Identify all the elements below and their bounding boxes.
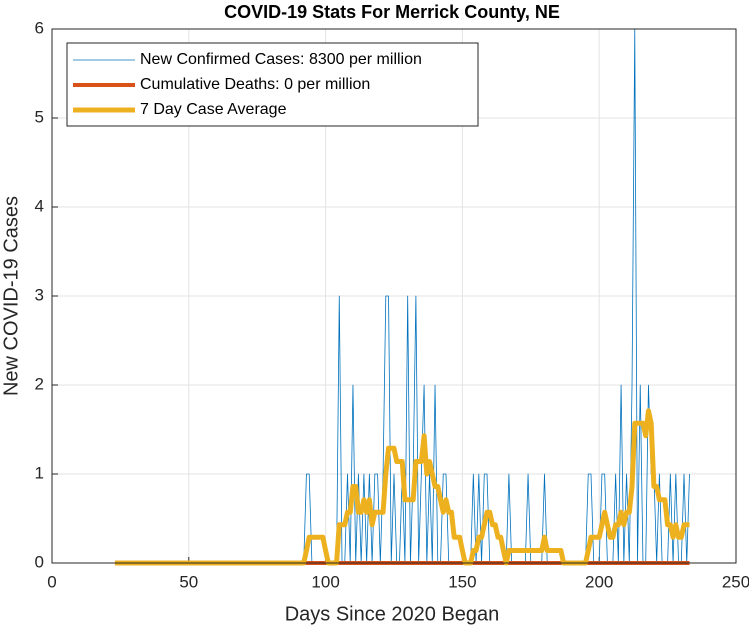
y-axis-label: New COVID-19 Cases — [0, 196, 22, 396]
x-tick-label: 150 — [448, 572, 476, 591]
x-axis-label: Days Since 2020 Began — [285, 603, 500, 625]
legend-label: Cumulative Deaths: 0 per million — [140, 76, 370, 93]
x-tick-label: 250 — [722, 572, 749, 591]
y-tick-label: 6 — [35, 18, 44, 37]
x-tick-label: 50 — [179, 572, 198, 591]
legend-box — [66, 42, 479, 127]
y-tick-label: 4 — [35, 196, 44, 215]
y-tick-label: 3 — [35, 285, 44, 304]
y-tick-label: 1 — [35, 463, 44, 482]
y-tick-label: 5 — [35, 107, 44, 126]
y-tick-label: 0 — [35, 552, 44, 571]
x-tick-label: 100 — [311, 572, 339, 591]
x-tick-label: 0 — [47, 572, 56, 591]
x-tick-label: 200 — [585, 572, 613, 591]
legend-label: New Confirmed Cases: 8300 per million — [140, 51, 422, 68]
y-tick-label: 2 — [35, 374, 44, 393]
legend-label: 7 Day Case Average — [140, 101, 287, 118]
chart-title: COVID-19 Stats For Merrick County, NE — [224, 2, 560, 22]
plot-frame — [51, 28, 737, 564]
